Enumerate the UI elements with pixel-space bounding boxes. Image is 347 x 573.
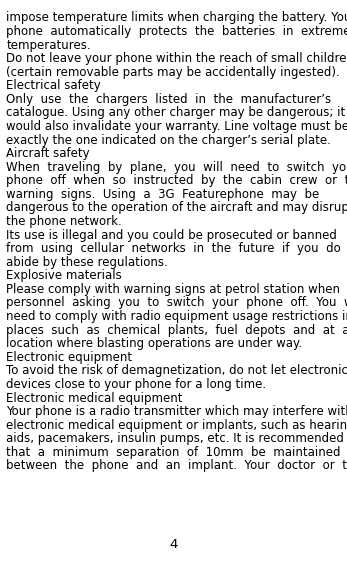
Text: electronic medical equipment or implants, such as hearing: electronic medical equipment or implants… [6, 419, 347, 431]
Text: that  a  minimum  separation  of  10mm  be  maintained: that a minimum separation of 10mm be mai… [6, 446, 341, 459]
Text: (certain removable parts may be accidentally ingested).: (certain removable parts may be accident… [6, 66, 340, 79]
Text: between  the  phone  and  an  implant.  Your  doctor  or  the: between the phone and an implant. Your d… [6, 460, 347, 472]
Text: Electronic equipment: Electronic equipment [6, 351, 132, 364]
Text: Please comply with warning signs at petrol station when: Please comply with warning signs at petr… [6, 283, 340, 296]
Text: temperatures.: temperatures. [6, 38, 91, 52]
Text: 4: 4 [169, 538, 178, 551]
Text: warning  signs.  Using  a  3G  Featurephone  may  be: warning signs. Using a 3G Featurephone m… [6, 188, 320, 201]
Text: Aircraft safety: Aircraft safety [6, 147, 90, 160]
Text: need to comply with radio equipment usage restrictions in: need to comply with radio equipment usag… [6, 310, 347, 323]
Text: dangerous to the operation of the aircraft and may disrupt: dangerous to the operation of the aircra… [6, 202, 347, 214]
Text: Do not leave your phone within the reach of small children: Do not leave your phone within the reach… [6, 52, 347, 65]
Text: impose temperature limits when charging the battery. Your: impose temperature limits when charging … [6, 11, 347, 25]
Text: phone  off  when  so  instructed  by  the  cabin  crew  or  the: phone off when so instructed by the cabi… [6, 174, 347, 187]
Text: phone  automatically  protects  the  batteries  in  extreme: phone automatically protects the batteri… [6, 25, 347, 38]
Text: personnel  asking  you  to  switch  your  phone  off.  You  will: personnel asking you to switch your phon… [6, 296, 347, 309]
Text: aids, pacemakers, insulin pumps, etc. It is recommended: aids, pacemakers, insulin pumps, etc. It… [6, 432, 344, 445]
Text: When  traveling  by  plane,  you  will  need  to  switch  your: When traveling by plane, you will need t… [6, 160, 347, 174]
Text: would also invalidate your warranty. Line voltage must be: would also invalidate your warranty. Lin… [6, 120, 347, 133]
Text: Your phone is a radio transmitter which may interfere with: Your phone is a radio transmitter which … [6, 405, 347, 418]
Text: catalogue. Using any other charger may be dangerous; it: catalogue. Using any other charger may b… [6, 107, 346, 119]
Text: To avoid the risk of demagnetization, do not let electronic: To avoid the risk of demagnetization, do… [6, 364, 347, 378]
Text: from  using  cellular  networks  in  the  future  if  you  do  not: from using cellular networks in the futu… [6, 242, 347, 255]
Text: Explosive materials: Explosive materials [6, 269, 122, 282]
Text: location where blasting operations are under way.: location where blasting operations are u… [6, 337, 302, 350]
Text: abide by these regulations.: abide by these regulations. [6, 256, 168, 269]
Text: the phone network.: the phone network. [6, 215, 122, 228]
Text: Its use is illegal and you could be prosecuted or banned: Its use is illegal and you could be pros… [6, 229, 337, 242]
Text: devices close to your phone for a long time.: devices close to your phone for a long t… [6, 378, 266, 391]
Text: Electrical safety: Electrical safety [6, 79, 101, 92]
Text: Electronic medical equipment: Electronic medical equipment [6, 391, 183, 405]
Text: exactly the one indicated on the charger’s serial plate.: exactly the one indicated on the charger… [6, 134, 331, 147]
Text: Only  use  the  chargers  listed  in  the  manufacturer’s: Only use the chargers listed in the manu… [6, 93, 331, 106]
Text: places  such  as  chemical  plants,  fuel  depots  and  at  any: places such as chemical plants, fuel dep… [6, 324, 347, 336]
